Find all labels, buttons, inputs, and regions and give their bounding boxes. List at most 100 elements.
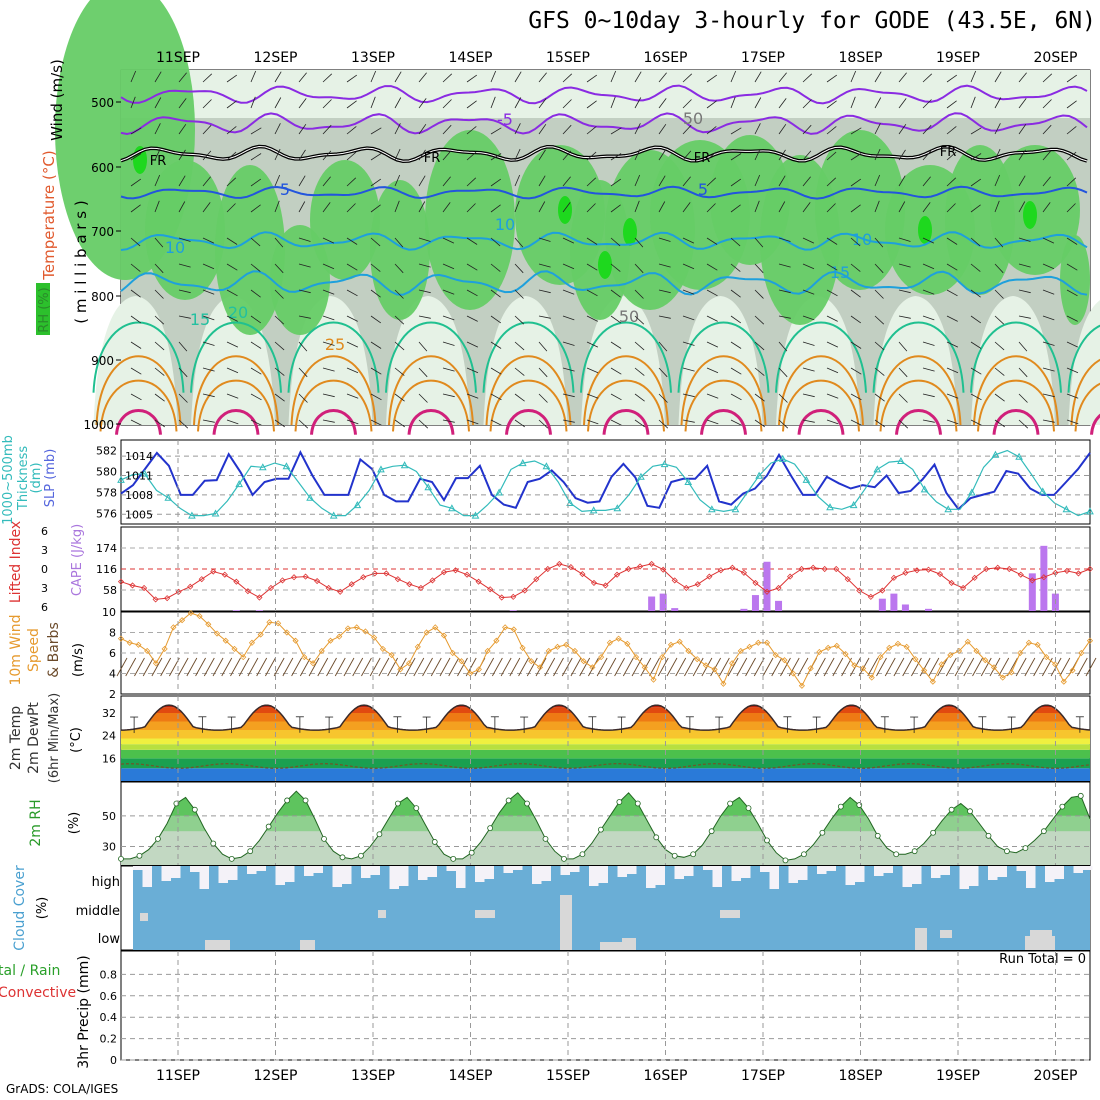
cloud-unit-label: (%) bbox=[35, 897, 50, 920]
wind-speed-marker bbox=[912, 656, 919, 663]
cloud-row-label-middle: middle bbox=[76, 904, 120, 919]
upper-wind-barb bbox=[994, 237, 1004, 248]
upper-wind-barb bbox=[682, 99, 692, 109]
upper-wind-barb bbox=[154, 174, 161, 187]
thickness-marker bbox=[1015, 452, 1023, 460]
upper-wind-barb bbox=[802, 124, 812, 135]
wind-barb bbox=[378, 657, 390, 677]
temp-band bbox=[121, 707, 1090, 713]
upper-wind-barb bbox=[178, 98, 187, 109]
cape-li-panel: 6 3 0 3 6 58 116 174 bbox=[41, 525, 1094, 614]
upper-wind-barb bbox=[970, 153, 982, 161]
li-marker bbox=[856, 587, 863, 594]
upper-wind-barb bbox=[178, 393, 188, 403]
cape-bar bbox=[255, 610, 263, 611]
upper-wind-barb bbox=[442, 341, 455, 346]
wind-speed-marker bbox=[292, 637, 299, 644]
upper-wind-barb bbox=[634, 393, 645, 402]
slp-line bbox=[120, 450, 1091, 511]
rh2m-label: 2m RH bbox=[28, 799, 44, 846]
li-marker bbox=[187, 583, 194, 590]
upper-wind-barb bbox=[682, 124, 692, 135]
upper-wind-barb bbox=[994, 174, 1001, 187]
wind-tick: 2 bbox=[109, 688, 116, 701]
thickness-marker bbox=[140, 469, 149, 477]
isotherm-30 bbox=[407, 409, 455, 435]
wind-speed-marker bbox=[1086, 637, 1094, 644]
upper-wind-barb bbox=[1066, 341, 1079, 348]
upper-wind-barb bbox=[682, 263, 695, 270]
isotherm-label: 15 bbox=[190, 310, 210, 329]
cloud-high-gap bbox=[855, 866, 865, 882]
li-marker bbox=[717, 567, 724, 574]
wind-barb bbox=[212, 657, 224, 677]
upper-wind-barb bbox=[874, 148, 881, 161]
rh-marker bbox=[801, 851, 807, 858]
cape-bar bbox=[751, 595, 759, 611]
isotherm-label: -5 bbox=[497, 110, 513, 129]
cloud-high-gap bbox=[456, 866, 466, 888]
upper-wind-barb bbox=[874, 419, 886, 428]
upper-wind-barb bbox=[202, 99, 212, 109]
upper-wind-barb bbox=[730, 289, 741, 298]
wind-barb bbox=[116, 657, 128, 677]
upper-wind-barb bbox=[1042, 263, 1055, 270]
temp-tick: 24 bbox=[102, 730, 116, 743]
li-marker bbox=[890, 574, 897, 581]
upper-wind-barb bbox=[370, 153, 382, 161]
upper-wind-barb bbox=[946, 263, 958, 271]
upper-wind-barb bbox=[706, 203, 716, 213]
upper-wind-barb bbox=[202, 315, 215, 321]
upper-wind-barb bbox=[994, 97, 1002, 109]
cloud-high-gap bbox=[997, 866, 1007, 877]
wind-speed-marker bbox=[659, 654, 666, 661]
upper-wind-barb bbox=[778, 201, 786, 213]
upper-wind-barb bbox=[1018, 123, 1027, 135]
wind-barb bbox=[413, 657, 425, 677]
upper-wind-barb bbox=[994, 367, 1005, 376]
rh-marker bbox=[1040, 828, 1047, 835]
li-marker bbox=[683, 584, 690, 592]
wind-speed-marker bbox=[929, 678, 936, 685]
cape-bar bbox=[775, 600, 783, 611]
wind-barb bbox=[151, 657, 163, 677]
rh-marker bbox=[597, 826, 604, 833]
upper-wind-barb bbox=[298, 367, 308, 378]
upper-wind-barb bbox=[658, 98, 667, 109]
wind-barb bbox=[134, 657, 145, 677]
upper-wind-barb bbox=[346, 203, 356, 213]
wind-speed-marker bbox=[528, 658, 535, 665]
wind-speed-marker bbox=[825, 644, 832, 651]
rh-marker bbox=[1059, 803, 1066, 810]
upper-wind-barb bbox=[490, 419, 502, 426]
rh-marker bbox=[487, 825, 494, 832]
upper-wind-barb bbox=[706, 419, 719, 425]
upper-wind-barb bbox=[850, 237, 861, 247]
li-marker bbox=[960, 584, 967, 592]
rh-marker bbox=[1022, 845, 1029, 851]
wind-barb bbox=[308, 657, 320, 677]
upper-wind-barb bbox=[322, 315, 335, 321]
upper-wind-barb bbox=[1042, 341, 1055, 346]
upper-wind-barb bbox=[394, 367, 405, 376]
upper-wind-barb bbox=[466, 315, 478, 322]
li-marker bbox=[867, 593, 874, 600]
upper-wind-barb bbox=[1066, 151, 1077, 161]
isotherm-freezing-inner bbox=[120, 145, 1088, 162]
upper-wind-barb bbox=[490, 393, 502, 401]
isotherm-20 bbox=[482, 321, 575, 393]
wind-speed-marker bbox=[798, 682, 805, 689]
date-label-top: 14SEP bbox=[449, 50, 493, 66]
wind-barb bbox=[596, 657, 608, 677]
thickness-marker bbox=[708, 505, 716, 513]
upper-wind-barb bbox=[610, 341, 622, 349]
cloud-high-gap bbox=[712, 866, 722, 887]
cloud-high-gap bbox=[285, 866, 295, 882]
upper-wind-barb bbox=[730, 237, 741, 247]
upper-wind-barb bbox=[466, 126, 477, 135]
cape-bar bbox=[740, 608, 748, 611]
cape-bar bbox=[232, 610, 240, 611]
upper-wind-barb bbox=[970, 96, 976, 109]
upper-temp-label: Temperature (°C) bbox=[40, 150, 58, 280]
